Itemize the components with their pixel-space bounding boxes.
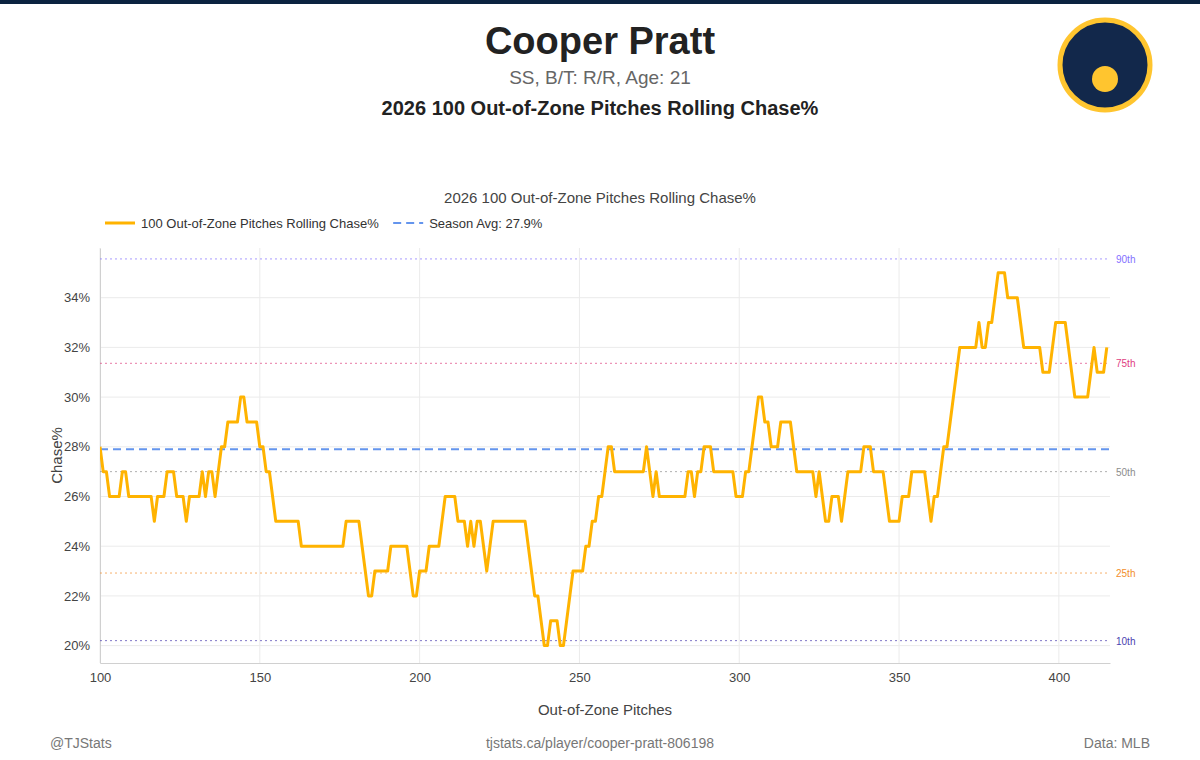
y-tick-label: 20%	[64, 638, 90, 653]
percentile-label: 10th	[1116, 636, 1135, 647]
x-grid-line	[579, 248, 580, 663]
chart-title: 2026 100 Out-of-Zone Pitches Rolling Cha…	[444, 189, 756, 206]
y-tick-label: 30%	[64, 390, 90, 405]
y-tick-label: 24%	[64, 539, 90, 554]
x-tick-label: 350	[889, 670, 911, 685]
legend: 100 Out-of-Zone Pitches Rolling Chase% Se…	[105, 216, 543, 231]
legend-key	[105, 222, 135, 225]
legend-key	[393, 222, 423, 224]
logo-ball	[1092, 66, 1118, 92]
percentile-line	[100, 258, 1110, 259]
team-logo	[1060, 20, 1150, 110]
x-grid-line	[419, 248, 420, 663]
y-tick: 34%	[64, 290, 100, 305]
x-grid-line	[739, 248, 740, 663]
y-tick: 28%	[64, 439, 100, 454]
y-grid-line	[100, 446, 1110, 447]
percentile-line	[100, 640, 1110, 641]
x-tick: 150	[249, 663, 271, 685]
grid	[100, 248, 1110, 663]
y-grid-line	[100, 297, 1110, 298]
percentile-label: 50th	[1116, 467, 1135, 478]
x-axis-line	[101, 663, 1111, 664]
legend-label: Season Avg: 27.9%	[429, 216, 543, 231]
footer-right: Data: MLB	[1084, 735, 1150, 751]
x-tick-label: 200	[409, 670, 431, 685]
x-grid-line	[259, 248, 260, 663]
y-axis: 20% 22% 24% 26% 28% 30% 32% 34%	[64, 249, 101, 664]
x-tick-label: 150	[249, 670, 271, 685]
y-tick-label: 26%	[64, 489, 90, 504]
y-grid-line	[100, 496, 1110, 497]
y-tick: 24%	[64, 539, 100, 554]
y-axis-title: Chase%	[48, 427, 65, 484]
x-tick: 400	[1049, 663, 1071, 685]
x-grid-line	[1058, 248, 1059, 663]
percentile-line	[100, 573, 1110, 574]
percentile-label: 90th	[1116, 254, 1135, 265]
series-line	[100, 273, 1107, 646]
x-axis: 100 150 200 250 300 350 400	[90, 663, 1111, 685]
y-grid-line	[100, 645, 1110, 646]
season-average-line	[100, 448, 1110, 450]
y-grid-line	[100, 595, 1110, 596]
percentile-label: 25th	[1116, 568, 1135, 579]
y-tick-label: 34%	[64, 290, 90, 305]
x-tick: 300	[729, 663, 751, 685]
x-tick-label: 400	[1049, 670, 1071, 685]
y-tick: 26%	[64, 489, 100, 504]
page-heading: 2026 100 Out-of-Zone Pitches Rolling Cha…	[382, 97, 819, 119]
y-tick: 32%	[64, 340, 100, 355]
y-tick-label: 22%	[64, 589, 90, 604]
legend-label: 100 Out-of-Zone Pitches Rolling Chase%	[141, 216, 379, 231]
x-tick-label: 100	[90, 670, 112, 685]
y-tick: 30%	[64, 390, 100, 405]
x-tick-label: 250	[569, 670, 591, 685]
y-tick: 20%	[64, 638, 100, 653]
percentile-label: 75th	[1116, 358, 1135, 369]
footer-left: @TJStats	[50, 735, 112, 751]
logo-ring	[1060, 20, 1150, 110]
y-tick-label: 28%	[64, 439, 90, 454]
x-tick: 350	[889, 663, 911, 685]
top-bar	[0, 0, 1200, 4]
chart-container: Cooper Pratt SS, B/T: R/R, Age: 21 2026 10…	[0, 0, 1200, 760]
player-info: SS, B/T: R/R, Age: 21	[509, 67, 691, 88]
x-tick: 100	[90, 663, 112, 685]
x-grid-line	[899, 248, 900, 663]
plot-marks	[100, 259, 1110, 646]
x-tick-label: 300	[729, 670, 751, 685]
y-tick-label: 32%	[64, 340, 90, 355]
x-tick: 200	[409, 663, 431, 685]
y-grid-line	[100, 397, 1110, 398]
chart-svg: Cooper Pratt SS, B/T: R/R, Age: 21 2026 10…	[0, 0, 1200, 760]
y-tick: 22%	[64, 589, 100, 604]
y-grid-line	[100, 546, 1110, 547]
footer-center: tjstats.ca/player/cooper-pratt-806198	[486, 735, 714, 751]
x-axis-title: Out-of-Zone Pitches	[538, 701, 672, 718]
player-name: Cooper Pratt	[485, 20, 715, 62]
x-tick: 250	[569, 663, 591, 685]
